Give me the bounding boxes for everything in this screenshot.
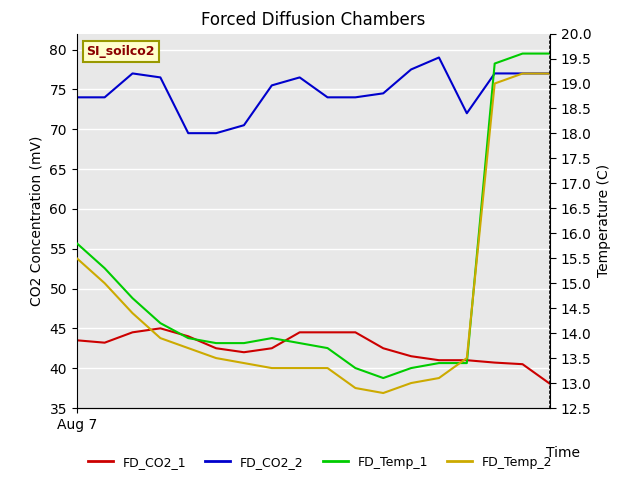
Title: Forced Diffusion Chambers: Forced Diffusion Chambers bbox=[202, 11, 426, 29]
Legend: FD_CO2_1, FD_CO2_2, FD_Temp_1, FD_Temp_2: FD_CO2_1, FD_CO2_2, FD_Temp_1, FD_Temp_2 bbox=[83, 451, 557, 474]
Y-axis label: CO2 Concentration (mV): CO2 Concentration (mV) bbox=[30, 136, 44, 306]
Y-axis label: Temperature (C): Temperature (C) bbox=[597, 164, 611, 277]
Text: Time: Time bbox=[546, 446, 580, 460]
Text: SI_soilco2: SI_soilco2 bbox=[86, 45, 155, 58]
